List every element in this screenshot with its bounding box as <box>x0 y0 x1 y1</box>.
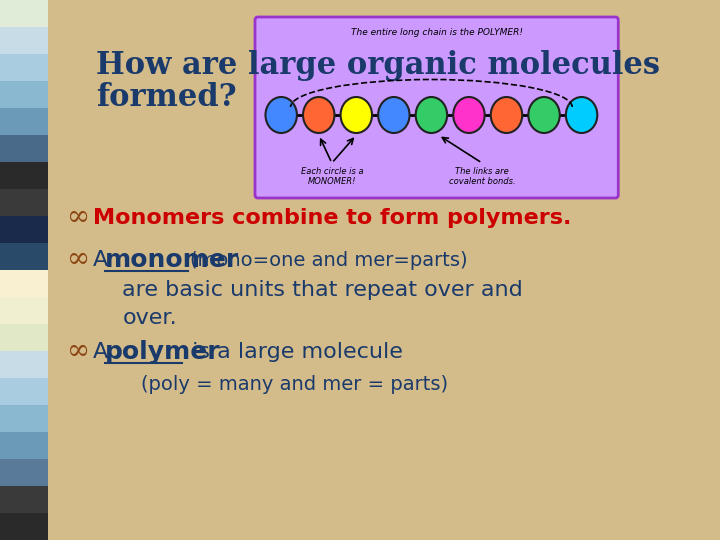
Bar <box>0 108 48 135</box>
Bar <box>0 297 48 324</box>
Circle shape <box>491 97 522 133</box>
Bar <box>0 378 48 405</box>
Bar <box>0 459 48 486</box>
Bar <box>0 405 48 432</box>
FancyBboxPatch shape <box>255 17 618 198</box>
Bar <box>0 513 48 540</box>
Bar <box>0 27 48 54</box>
Bar <box>0 351 48 378</box>
Circle shape <box>303 97 335 133</box>
Text: (poly = many and mer = parts): (poly = many and mer = parts) <box>141 375 449 395</box>
Bar <box>0 162 48 189</box>
Text: ∞: ∞ <box>67 246 90 273</box>
Text: are basic units that repeat over and: are basic units that repeat over and <box>122 280 523 300</box>
Circle shape <box>266 97 297 133</box>
Bar <box>0 135 48 162</box>
Text: The links are
covalent bonds.: The links are covalent bonds. <box>449 167 516 186</box>
Circle shape <box>566 97 598 133</box>
Text: is a large molecule: is a large molecule <box>185 342 403 362</box>
Circle shape <box>415 97 447 133</box>
Circle shape <box>453 97 485 133</box>
Text: A: A <box>93 342 115 362</box>
Text: over.: over. <box>122 308 177 328</box>
Text: formed?: formed? <box>96 82 237 113</box>
Text: A: A <box>93 250 115 270</box>
Text: ∞: ∞ <box>67 205 90 232</box>
Text: monomer: monomer <box>105 248 239 272</box>
Text: The entire long chain is the POLYMER!: The entire long chain is the POLYMER! <box>351 28 523 37</box>
Circle shape <box>528 97 559 133</box>
Text: (mono=one and mer=parts): (mono=one and mer=parts) <box>190 251 468 269</box>
Bar <box>0 243 48 270</box>
Text: ∞: ∞ <box>67 339 90 366</box>
Bar <box>0 216 48 243</box>
Bar <box>0 189 48 216</box>
Circle shape <box>378 97 410 133</box>
Text: Monomers combine to form polymers.: Monomers combine to form polymers. <box>93 208 571 228</box>
Bar <box>0 270 48 297</box>
Bar <box>0 81 48 108</box>
Bar <box>0 432 48 459</box>
Bar <box>0 0 48 27</box>
Text: Each circle is a
MONOMER!: Each circle is a MONOMER! <box>300 167 363 186</box>
Bar <box>0 54 48 81</box>
Circle shape <box>341 97 372 133</box>
Bar <box>0 324 48 351</box>
Text: How are large organic molecules: How are large organic molecules <box>96 50 660 81</box>
Text: polymer: polymer <box>105 340 220 364</box>
Bar <box>0 486 48 513</box>
